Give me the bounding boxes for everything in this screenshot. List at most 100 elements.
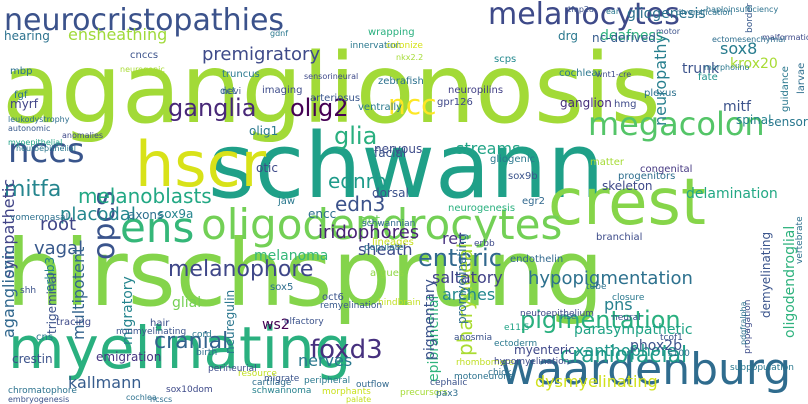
word-sox9a: sox9a	[158, 207, 193, 221]
word-migrate: migrate	[264, 374, 300, 384]
word-ectoderm: ectoderm	[494, 339, 537, 349]
word-mbp: mbp	[10, 66, 32, 77]
word-facial: facial	[374, 146, 406, 160]
word-pns: pns	[604, 295, 633, 314]
word-gliogenic: gliogenic	[490, 154, 535, 165]
word-nervous: nervous	[374, 142, 422, 156]
word-jaw: jaw	[277, 196, 295, 207]
word-ens: ens	[120, 203, 194, 252]
word-resource: resource	[238, 369, 277, 379]
word-nonmyelinating: nonmyelinating	[116, 327, 186, 337]
word-anomalies: anomalies	[62, 131, 103, 140]
word-drg: drg	[558, 29, 578, 43]
word-haploinsufficiency: haploinsufficiency	[706, 5, 778, 14]
word-streams: streams	[456, 139, 520, 158]
word-nevi: nevi	[222, 87, 241, 97]
word-myelinating: myelinating	[8, 314, 351, 382]
word-argues: argues	[370, 268, 404, 279]
word-sympathetic: sympathetic	[0, 179, 18, 278]
word-mitf: mitf	[723, 99, 752, 115]
word-melanocytes: melanocytes	[488, 0, 680, 32]
word-scps: scps	[494, 54, 516, 65]
word-hair: hair	[150, 318, 170, 329]
word-encc: encc	[308, 207, 336, 221]
word-crestin: crestin	[12, 352, 53, 366]
word-axons: axons	[128, 208, 163, 222]
word-pdgfralpha: pdgfralpha	[739, 301, 748, 345]
word-cord: cord	[192, 330, 212, 340]
word-vertebrate: vertebrate	[795, 216, 805, 264]
word-tracing: tracing	[56, 317, 91, 328]
word-erbb: erbb	[474, 239, 495, 249]
word-motor: motor	[656, 27, 681, 36]
word-ret: ret	[442, 229, 464, 248]
word-innervation: innervation	[350, 41, 401, 51]
word-ear: ear	[606, 7, 620, 16]
word-pharyngeal: pharyngeal	[453, 243, 477, 356]
word-skeleton: skeleton	[602, 179, 653, 193]
word-morpholino: morpholino	[704, 63, 750, 72]
word-subpopulation: subpopulation	[730, 363, 794, 373]
word-autonomic: autonomic	[8, 124, 50, 133]
word-cns: cns	[36, 332, 53, 343]
word-saltatory: saltatory	[432, 268, 503, 287]
word-gpr126: gpr126	[437, 97, 473, 108]
word-vomeronasal: vomeronasal	[10, 213, 68, 223]
word-larvae: larvae	[796, 63, 807, 94]
word-ws2: ws2	[262, 317, 290, 333]
word-migratory: migratory	[120, 276, 136, 345]
word-emigration: emigration	[96, 350, 161, 364]
word-ganglion: ganglion	[560, 96, 612, 110]
word-spinal: spinal	[736, 113, 772, 127]
word-cochlear: cochlear	[559, 68, 603, 79]
word-birth: birth	[196, 348, 217, 358]
word-sheath: sheath	[358, 240, 413, 259]
word-populate: populate	[364, 243, 404, 253]
word-sox8: sox8	[720, 39, 757, 58]
word-hindbrain: hindbrain	[378, 298, 421, 308]
word-diversification: diversification	[676, 8, 732, 17]
word-promyelinating: promyelinating	[455, 233, 469, 324]
word-morphants: morphants	[322, 387, 371, 397]
word-lineages: lineages	[372, 237, 414, 248]
word-zebrafish: zebrafish	[378, 76, 424, 87]
word-remyelination: remyelination	[320, 301, 382, 311]
word-trigeminal: trigeminal	[45, 273, 59, 334]
word-gliogenesis: gliogenesis	[627, 6, 706, 22]
word-oligodendroglial: oligodendroglial	[782, 226, 798, 338]
word-oligodendrocytes: oligodendrocytes	[201, 200, 562, 249]
word-nerves: nerves	[298, 351, 352, 370]
word-tube: tube	[586, 282, 607, 292]
word-sensory: sensory	[768, 115, 808, 129]
word-iridophores: iridophores	[318, 222, 419, 243]
word-glia: glia	[334, 122, 377, 150]
word-neurogenic: neurogenic	[120, 65, 165, 74]
word-ncscs: ncscs	[150, 395, 172, 404]
word-rhombomere: rhombomere	[456, 358, 515, 368]
word-closure: closure	[612, 293, 645, 303]
word-hypomyelination: hypomyelination	[494, 357, 569, 367]
word-schwannoma: schwannoma	[252, 386, 311, 396]
word-demyelinating: demyelinating	[759, 232, 773, 318]
word-dct: dct	[220, 86, 236, 97]
word-cranial: cranial	[154, 329, 228, 354]
word-hearing: hearing	[4, 29, 50, 43]
word-nc-derived: nc-derived	[592, 31, 656, 45]
word-nccs: nccs	[8, 131, 85, 171]
word-waardenburg: waardenburg	[500, 344, 791, 395]
word-ectomesenchymal: ectomesenchymal	[712, 35, 785, 44]
word-congenital: congenital	[640, 164, 692, 175]
word-sensorineural: sensorineural	[304, 72, 358, 81]
word-perineurial: perineurial	[208, 364, 257, 374]
word-delamination: delamination	[686, 186, 778, 202]
word-embryogenesis: embryogenesis	[8, 395, 69, 404]
word-arches: arches	[442, 285, 495, 304]
word-olig2: olig2	[290, 94, 349, 122]
word-peripheral: peripheral	[304, 376, 350, 386]
word-hmg: hmg	[614, 99, 636, 110]
word-rise: rise	[560, 312, 577, 322]
word-leukodystrophy: leukodystrophy	[8, 115, 70, 124]
word-phox2b: phox2b	[630, 338, 682, 354]
word-cephalic: cephalic	[430, 378, 467, 388]
